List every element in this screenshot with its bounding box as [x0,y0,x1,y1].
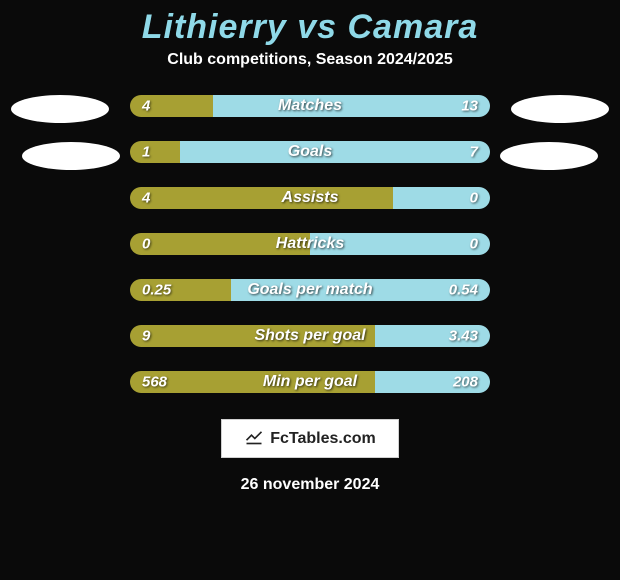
bar-right [213,95,490,117]
branding-badge: FcTables.com [221,419,399,458]
value-right: 7 [470,144,478,161]
value-right: 0 [470,190,478,207]
bar-left [130,187,393,209]
subtitle: Club competitions, Season 2024/2025 [167,51,452,69]
page-title: Lithierry vs Camara [142,8,479,47]
chart-icon [244,426,264,451]
branding-text: FcTables.com [270,430,376,448]
stat-row: 9 3.43 Shots per goal [130,325,490,347]
stat-label: Hattricks [276,235,344,253]
stat-row: 4 13 Matches [130,95,490,117]
player-right-oval-bottom [500,142,598,170]
chart-date: 26 november 2024 [241,476,380,494]
bar-right [180,141,490,163]
stat-row: 0 0 Hattricks [130,233,490,255]
stat-label: Matches [278,97,342,115]
player-left-oval-bottom [22,142,120,170]
stat-rows: 4 13 Matches 1 7 Goals 4 0 Assists 0 0 Hattricks 0.2… [130,95,490,393]
player-left-oval-top [11,95,109,123]
chart-container: Lithierry vs Camara Club competitions, S… [0,0,620,580]
value-left: 1 [142,144,150,161]
stat-label: Min per goal [263,373,357,391]
value-left: 4 [142,190,150,207]
value-right: 0 [470,236,478,253]
stat-row: 1 7 Goals [130,141,490,163]
stat-row: 568 208 Min per goal [130,371,490,393]
stat-label: Goals [288,143,332,161]
value-right: 208 [453,374,478,391]
value-right: 0.54 [449,282,478,299]
comparison-chart: 4 13 Matches 1 7 Goals 4 0 Assists 0 0 Hattricks 0.2… [0,95,620,393]
stat-row: 4 0 Assists [130,187,490,209]
value-left: 0.25 [142,282,171,299]
value-left: 4 [142,98,150,115]
player-right-oval-top [511,95,609,123]
bar-left [130,141,180,163]
value-right: 13 [461,98,478,115]
value-left: 9 [142,328,150,345]
value-left: 568 [142,374,167,391]
stat-label: Shots per goal [254,327,365,345]
stat-label: Goals per match [247,281,372,299]
value-left: 0 [142,236,150,253]
stat-label: Assists [282,189,339,207]
value-right: 3.43 [449,328,478,345]
stat-row: 0.25 0.54 Goals per match [130,279,490,301]
